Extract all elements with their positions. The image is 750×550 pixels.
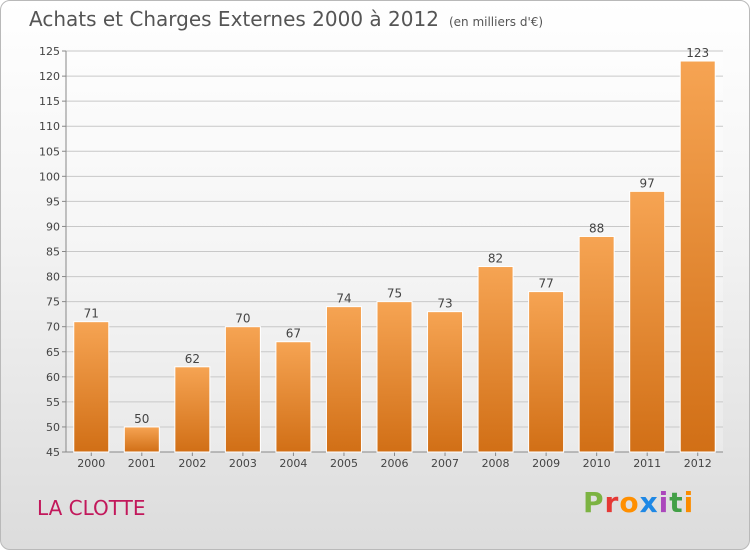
y-tick-label: 125	[39, 45, 60, 58]
x-tick-label-2010: 2010	[583, 457, 611, 470]
x-tick-label-2005: 2005	[330, 457, 358, 470]
value-label-2005: 74	[336, 292, 351, 306]
x-tick-label-2012: 2012	[684, 457, 712, 470]
y-tick-label: 75	[46, 296, 60, 309]
bar-layer: 71 50 62 70 67 74 75 73 82 77 88 97 123	[73, 46, 716, 453]
bar-2010	[578, 235, 615, 453]
y-tick-label: 85	[46, 246, 60, 259]
value-label-2009: 77	[538, 277, 553, 291]
value-label-2007: 73	[437, 297, 452, 311]
x-tick-label-2000: 2000	[77, 457, 105, 470]
value-label-2000: 71	[84, 307, 99, 321]
x-tick-label-2011: 2011	[633, 457, 661, 470]
place-name: LA CLOTTE	[37, 496, 146, 520]
proxiti-logo: Proxiti	[583, 486, 694, 519]
x-tick-label-2003: 2003	[229, 457, 257, 470]
bar-2012	[679, 60, 716, 453]
y-tick-label: 80	[46, 271, 60, 284]
value-label-2010: 88	[589, 221, 604, 235]
logo-letter: i	[683, 486, 695, 519]
value-label-2011: 97	[640, 176, 655, 190]
logo-letter: P	[583, 486, 605, 519]
bar-2009	[528, 291, 565, 453]
x-tick-label-2004: 2004	[279, 457, 307, 470]
value-label-2002: 62	[185, 352, 200, 366]
x-tick-label-2002: 2002	[178, 457, 206, 470]
bar-2003	[224, 326, 261, 453]
logo-letter: r	[604, 486, 620, 519]
bar-2005	[325, 306, 362, 453]
logo-letter: o	[619, 486, 640, 519]
value-label-2001: 50	[134, 412, 149, 426]
y-tick-label: 90	[46, 220, 60, 233]
bar-2002	[174, 366, 211, 453]
bar-2007	[427, 311, 464, 453]
value-label-2006: 75	[387, 287, 402, 301]
logo-letter: x	[639, 486, 659, 519]
chart-subtitle: (en milliers d'€)	[448, 15, 544, 29]
y-tick-label: 55	[46, 396, 60, 409]
value-label-2008: 82	[488, 252, 503, 266]
y-tick-label: 115	[39, 95, 60, 108]
bar-2000	[73, 321, 110, 453]
chart-title-text: Achats et Charges Externes 2000 à 2012	[29, 7, 439, 31]
logo-letter: i	[658, 486, 670, 519]
y-tick-label: 120	[39, 70, 60, 83]
logo-letter: t	[669, 486, 684, 519]
value-label-2012: 123	[686, 46, 709, 60]
bar-2008	[477, 266, 514, 453]
y-tick-label: 100	[39, 170, 60, 183]
x-tick-label-2009: 2009	[532, 457, 560, 470]
bar-2004	[275, 341, 312, 453]
y-tick-label: 60	[46, 371, 60, 384]
x-tick-label-2001: 2001	[128, 457, 156, 470]
y-tick-label: 50	[46, 421, 60, 434]
value-label-2003: 70	[235, 312, 250, 326]
y-tick-label: 95	[46, 195, 60, 208]
value-label-2004: 67	[286, 327, 301, 341]
x-tick-label-2008: 2008	[482, 457, 510, 470]
y-tick-label: 65	[46, 346, 60, 359]
bar-2011	[629, 190, 666, 453]
y-tick-label: 105	[39, 145, 60, 158]
bar-2001	[123, 426, 160, 453]
x-tick-label-2006: 2006	[381, 457, 409, 470]
chart-title: Achats et Charges Externes 2000 à 2012 (e…	[29, 7, 543, 31]
y-tick-label: 110	[39, 120, 60, 133]
x-tick-label-2007: 2007	[431, 457, 459, 470]
y-tick-label: 70	[46, 321, 60, 334]
bar-2006	[376, 301, 413, 453]
y-tick-label: 45	[46, 446, 60, 459]
